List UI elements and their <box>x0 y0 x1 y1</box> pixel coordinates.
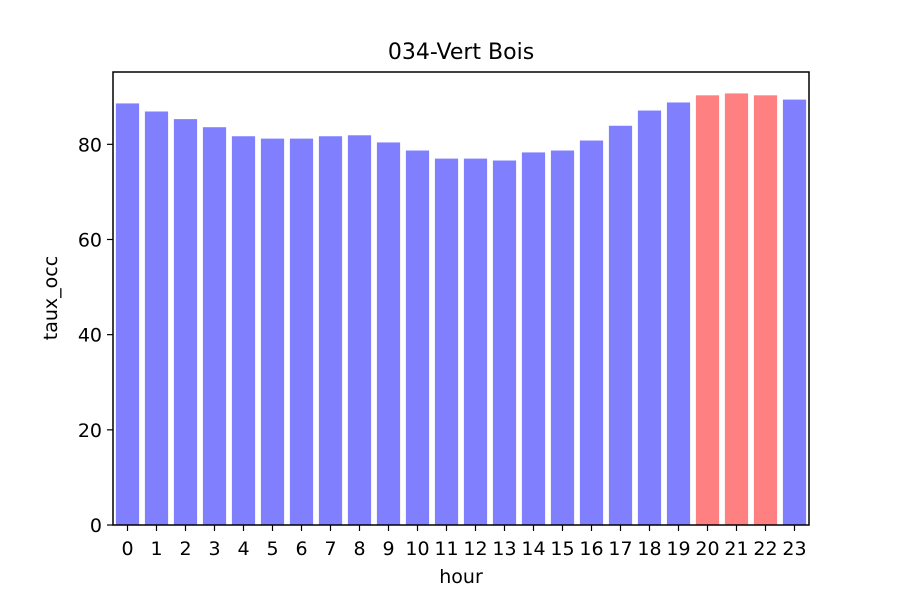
x-tick-label: 22 <box>753 538 777 560</box>
x-tick-label: 11 <box>434 538 458 560</box>
bar-hour-12 <box>463 158 488 525</box>
x-tick-label: 9 <box>382 538 394 560</box>
x-axis-label: hour <box>439 566 483 588</box>
x-tick-label: 14 <box>521 538 545 560</box>
y-tick-label: 20 <box>78 420 102 442</box>
bar-hour-18 <box>637 110 662 526</box>
y-tick-label: 0 <box>90 515 102 537</box>
x-tick-label: 17 <box>608 538 632 560</box>
bar-hour-21 <box>724 93 749 526</box>
x-tick-label: 21 <box>724 538 748 560</box>
y-tick-label: 60 <box>78 229 102 251</box>
x-tick-label: 5 <box>266 538 278 560</box>
x-tick-label: 16 <box>579 538 603 560</box>
chart-title: 034-Vert Bois <box>388 40 534 65</box>
x-tick-label: 13 <box>492 538 516 560</box>
x-tick-label: 8 <box>353 538 365 560</box>
bar-hour-17 <box>608 125 633 525</box>
y-axis-ticks: 0 20 40 60 80 <box>78 134 113 537</box>
bar-hour-9 <box>376 142 401 525</box>
x-tick-label: 0 <box>121 538 133 560</box>
bar-hour-0 <box>115 103 140 526</box>
bar-hour-4 <box>231 136 256 525</box>
x-tick-label: 3 <box>208 538 220 560</box>
bars-group <box>115 93 807 526</box>
x-tick-label: 2 <box>179 538 191 560</box>
x-tick-label: 15 <box>550 538 574 560</box>
bar-hour-2 <box>173 119 198 526</box>
y-tick-label: 80 <box>78 134 102 156</box>
plot-frame <box>112 71 810 526</box>
bar-hour-6 <box>289 138 314 525</box>
bar-hour-10 <box>405 150 430 525</box>
bar-hour-11 <box>434 158 459 525</box>
bar-hour-15 <box>550 150 575 525</box>
x-tick-label: 7 <box>324 538 336 560</box>
x-tick-label: 1 <box>150 538 162 560</box>
x-axis-ticks: 0 1 2 3 4 5 6 7 8 9 10 11 12 13 14 15 16 17 18 19 20 21 22 23 <box>121 525 807 560</box>
bar-hour-7 <box>318 136 343 525</box>
y-axis-label: taux_occ <box>40 256 62 340</box>
x-tick-label: 20 <box>695 538 719 560</box>
bar-hour-22 <box>753 95 778 526</box>
bar-hour-20 <box>695 95 720 526</box>
x-tick-label: 12 <box>463 538 487 560</box>
bar-hour-19 <box>666 102 691 525</box>
bar-hour-3 <box>202 127 227 525</box>
bar-hour-13 <box>492 160 517 526</box>
y-tick-label: 40 <box>78 325 102 347</box>
bar-hour-14 <box>521 152 546 525</box>
x-tick-label: 19 <box>666 538 690 560</box>
x-tick-label: 4 <box>237 538 249 560</box>
bar-hour-5 <box>260 138 285 525</box>
x-tick-label: 18 <box>637 538 661 560</box>
x-tick-label: 6 <box>295 538 307 560</box>
bar-hour-1 <box>144 111 169 525</box>
bar-hour-23 <box>782 99 807 525</box>
x-tick-label: 10 <box>405 538 429 560</box>
x-tick-label: 23 <box>782 538 806 560</box>
bar-hour-16 <box>579 140 604 526</box>
bar-hour-8 <box>347 135 372 526</box>
